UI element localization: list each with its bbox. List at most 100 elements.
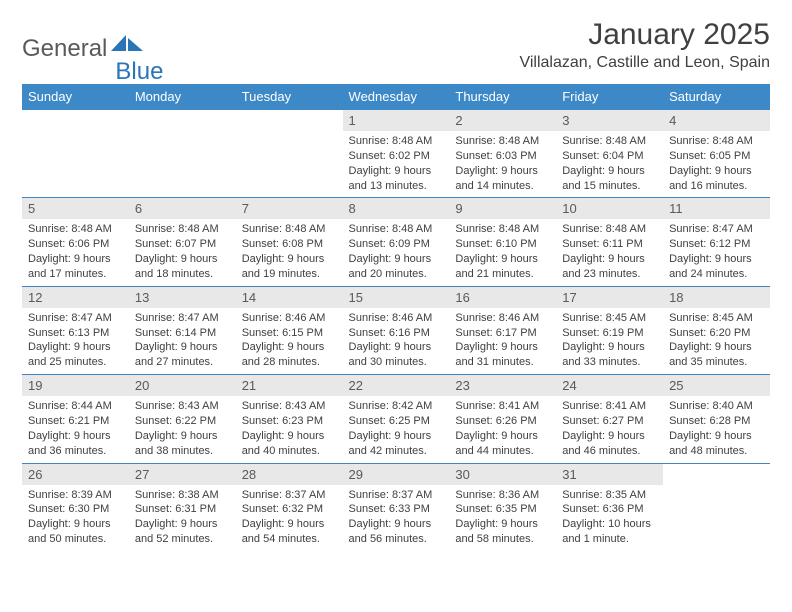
day-number: 6 (129, 198, 236, 219)
sunset-value: 6:02 PM (389, 150, 430, 162)
sunset-label: Sunset: (28, 238, 65, 250)
sunrise-value: 8:46 AM (392, 312, 432, 324)
daylight-label: Daylight: (562, 341, 605, 353)
sunset-label: Sunset: (135, 415, 172, 427)
daylight-label: Daylight: (455, 253, 498, 265)
header: General Blue January 2025 Villalazan, Ca… (22, 18, 770, 74)
sunset-value: 6:28 PM (709, 415, 750, 427)
sunrise-value: 8:38 AM (178, 489, 218, 501)
calendar-day-cell: 15Sunrise: 8:46 AMSunset: 6:16 PMDayligh… (343, 286, 450, 374)
sunset-label: Sunset: (349, 503, 386, 515)
sunrise-label: Sunrise: (349, 489, 389, 501)
sunrise-value: 8:48 AM (392, 135, 432, 147)
calendar-day-cell: 16Sunrise: 8:46 AMSunset: 6:17 PMDayligh… (449, 286, 556, 374)
day-details: Sunrise: 8:37 AMSunset: 6:33 PMDaylight:… (343, 485, 450, 551)
day-number: 9 (449, 198, 556, 219)
day-number: 3 (556, 110, 663, 131)
day-details: Sunrise: 8:37 AMSunset: 6:32 PMDaylight:… (236, 485, 343, 551)
weekday-header: Sunday (22, 84, 129, 110)
sunrise-label: Sunrise: (349, 400, 389, 412)
calendar-day-cell: 24Sunrise: 8:41 AMSunset: 6:27 PMDayligh… (556, 375, 663, 463)
calendar-day-cell: 6Sunrise: 8:48 AMSunset: 6:07 PMDaylight… (129, 198, 236, 286)
sunrise-label: Sunrise: (455, 489, 495, 501)
daylight-label: Daylight: (242, 430, 285, 442)
sunrise-label: Sunrise: (28, 489, 68, 501)
day-number: 29 (343, 464, 450, 485)
daylight-label: Daylight: (455, 518, 498, 530)
calendar-day-cell: 11Sunrise: 8:47 AMSunset: 6:12 PMDayligh… (663, 198, 770, 286)
day-details: Sunrise: 8:46 AMSunset: 6:15 PMDaylight:… (236, 308, 343, 374)
sunrise-label: Sunrise: (669, 223, 709, 235)
day-details: Sunrise: 8:46 AMSunset: 6:17 PMDaylight:… (449, 308, 556, 374)
sunrise-label: Sunrise: (349, 223, 389, 235)
sunrise-label: Sunrise: (135, 223, 175, 235)
calendar-day-cell (129, 110, 236, 198)
calendar-day-cell (22, 110, 129, 198)
sunset-value: 6:15 PM (282, 327, 323, 339)
sunset-value: 6:21 PM (68, 415, 109, 427)
sunrise-value: 8:46 AM (499, 312, 539, 324)
day-number: 23 (449, 375, 556, 396)
sunset-label: Sunset: (349, 238, 386, 250)
sunset-value: 6:22 PM (175, 415, 216, 427)
sunrise-value: 8:48 AM (178, 223, 218, 235)
calendar-day-cell: 23Sunrise: 8:41 AMSunset: 6:26 PMDayligh… (449, 375, 556, 463)
sunset-label: Sunset: (349, 150, 386, 162)
daylight-label: Daylight: (135, 518, 178, 530)
daylight-label: Daylight: (455, 165, 498, 177)
day-number: 8 (343, 198, 450, 219)
calendar-day-cell: 25Sunrise: 8:40 AMSunset: 6:28 PMDayligh… (663, 375, 770, 463)
daylight-label: Daylight: (562, 253, 605, 265)
daylight-label: Daylight: (349, 430, 392, 442)
sunrise-value: 8:48 AM (285, 223, 325, 235)
month-title: January 2025 (519, 18, 770, 52)
day-number: 19 (22, 375, 129, 396)
sunset-label: Sunset: (669, 238, 706, 250)
sunrise-label: Sunrise: (135, 400, 175, 412)
calendar-day-cell: 5Sunrise: 8:48 AMSunset: 6:06 PMDaylight… (22, 198, 129, 286)
weekday-header: Saturday (663, 84, 770, 110)
calendar-day-cell: 7Sunrise: 8:48 AMSunset: 6:08 PMDaylight… (236, 198, 343, 286)
day-details: Sunrise: 8:36 AMSunset: 6:35 PMDaylight:… (449, 485, 556, 551)
sunset-value: 6:12 PM (709, 238, 750, 250)
sunrise-label: Sunrise: (455, 135, 495, 147)
sunset-value: 6:30 PM (68, 503, 109, 515)
day-number-empty (236, 110, 343, 131)
logo-text-general: General (22, 35, 107, 63)
weekday-header: Monday (129, 84, 236, 110)
day-details: Sunrise: 8:43 AMSunset: 6:23 PMDaylight:… (236, 396, 343, 462)
sunset-label: Sunset: (562, 415, 599, 427)
sunrise-value: 8:43 AM (285, 400, 325, 412)
day-details: Sunrise: 8:39 AMSunset: 6:30 PMDaylight:… (22, 485, 129, 551)
calendar-day-cell: 1Sunrise: 8:48 AMSunset: 6:02 PMDaylight… (343, 110, 450, 198)
sunrise-value: 8:35 AM (606, 489, 646, 501)
sunset-value: 6:27 PM (603, 415, 644, 427)
day-number: 20 (129, 375, 236, 396)
sunset-label: Sunset: (349, 415, 386, 427)
calendar-day-cell: 9Sunrise: 8:48 AMSunset: 6:10 PMDaylight… (449, 198, 556, 286)
weekday-header: Thursday (449, 84, 556, 110)
calendar-page: General Blue January 2025 Villalazan, Ca… (0, 0, 792, 561)
sunrise-value: 8:44 AM (71, 400, 111, 412)
sunrise-label: Sunrise: (28, 223, 68, 235)
weekday-header: Wednesday (343, 84, 450, 110)
logo-sail-icon (111, 33, 145, 56)
calendar-day-cell: 10Sunrise: 8:48 AMSunset: 6:11 PMDayligh… (556, 198, 663, 286)
sunrise-label: Sunrise: (562, 135, 602, 147)
daylight-label: Daylight: (28, 430, 71, 442)
sunset-label: Sunset: (28, 503, 65, 515)
sunset-label: Sunset: (562, 238, 599, 250)
day-number-empty (22, 110, 129, 131)
sunrise-label: Sunrise: (669, 135, 709, 147)
sunrise-value: 8:45 AM (606, 312, 646, 324)
sunset-value: 6:16 PM (389, 327, 430, 339)
sunset-label: Sunset: (669, 327, 706, 339)
sunrise-label: Sunrise: (562, 400, 602, 412)
calendar-week-row: 12Sunrise: 8:47 AMSunset: 6:13 PMDayligh… (22, 286, 770, 374)
daylight-label: Daylight: (349, 165, 392, 177)
sunrise-label: Sunrise: (242, 223, 282, 235)
sunset-value: 6:14 PM (175, 327, 216, 339)
sunset-value: 6:17 PM (496, 327, 537, 339)
day-number: 31 (556, 464, 663, 485)
sunrise-value: 8:43 AM (178, 400, 218, 412)
